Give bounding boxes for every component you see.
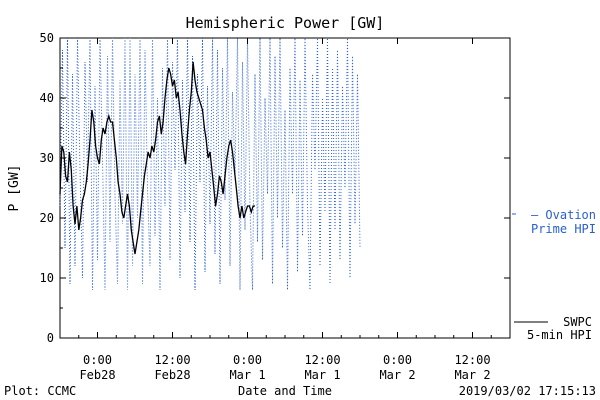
legend-label-swpc: 5-min HPI — [527, 328, 592, 342]
x-tick-label-time: 12:00 — [154, 353, 190, 367]
y-axis-label: P [GW] — [7, 165, 22, 212]
x-tick-label-time: 0:00 — [383, 353, 412, 367]
x-tick-label-time: 0:00 — [233, 353, 262, 367]
x-tick-label-date: Feb28 — [79, 368, 115, 382]
y-tick-label: 10 — [40, 271, 54, 285]
plot-frame — [59, 37, 511, 339]
x-tick-label-date: Mar 2 — [379, 368, 415, 382]
series-layer — [59, 37, 361, 291]
x-tick-label-date: Mar 2 — [454, 368, 490, 382]
x-tick-label-time: 12:00 — [304, 353, 340, 367]
y-tick-label: 40 — [40, 91, 54, 105]
y-tick-label: 20 — [40, 211, 54, 225]
x-axis-label: Date and Time — [238, 384, 332, 398]
x-tick-label-date: Feb28 — [154, 368, 190, 382]
series-swpc-5-min-hpi — [59, 61, 255, 255]
y-axis: 0 10 20 30 40 50 — [40, 31, 510, 345]
x-tick-label-time: 12:00 — [454, 353, 490, 367]
legend-label-swpc: SWPC — [563, 315, 592, 329]
x-tick-label-time: 0:00 — [83, 353, 112, 367]
chart-title: Hemispheric Power [GW] — [186, 14, 385, 32]
x-tick-label-date: Mar 1 — [304, 368, 340, 382]
x-tick-label-date: Mar 1 — [229, 368, 265, 382]
footer-timestamp: 2019/03/02 17:15:13 — [459, 384, 596, 398]
y-tick-label: 30 — [40, 151, 54, 165]
footer-plot-credit: Plot: CCMC — [4, 384, 76, 398]
y-tick-label: 50 — [40, 31, 54, 45]
legend-label-ovation: — Ovation — [531, 208, 596, 222]
y-tick-label: 0 — [47, 331, 54, 345]
legend-label-ovation: Prime HPI — [531, 222, 596, 236]
series-ovation-prime-hpi — [59, 37, 361, 291]
